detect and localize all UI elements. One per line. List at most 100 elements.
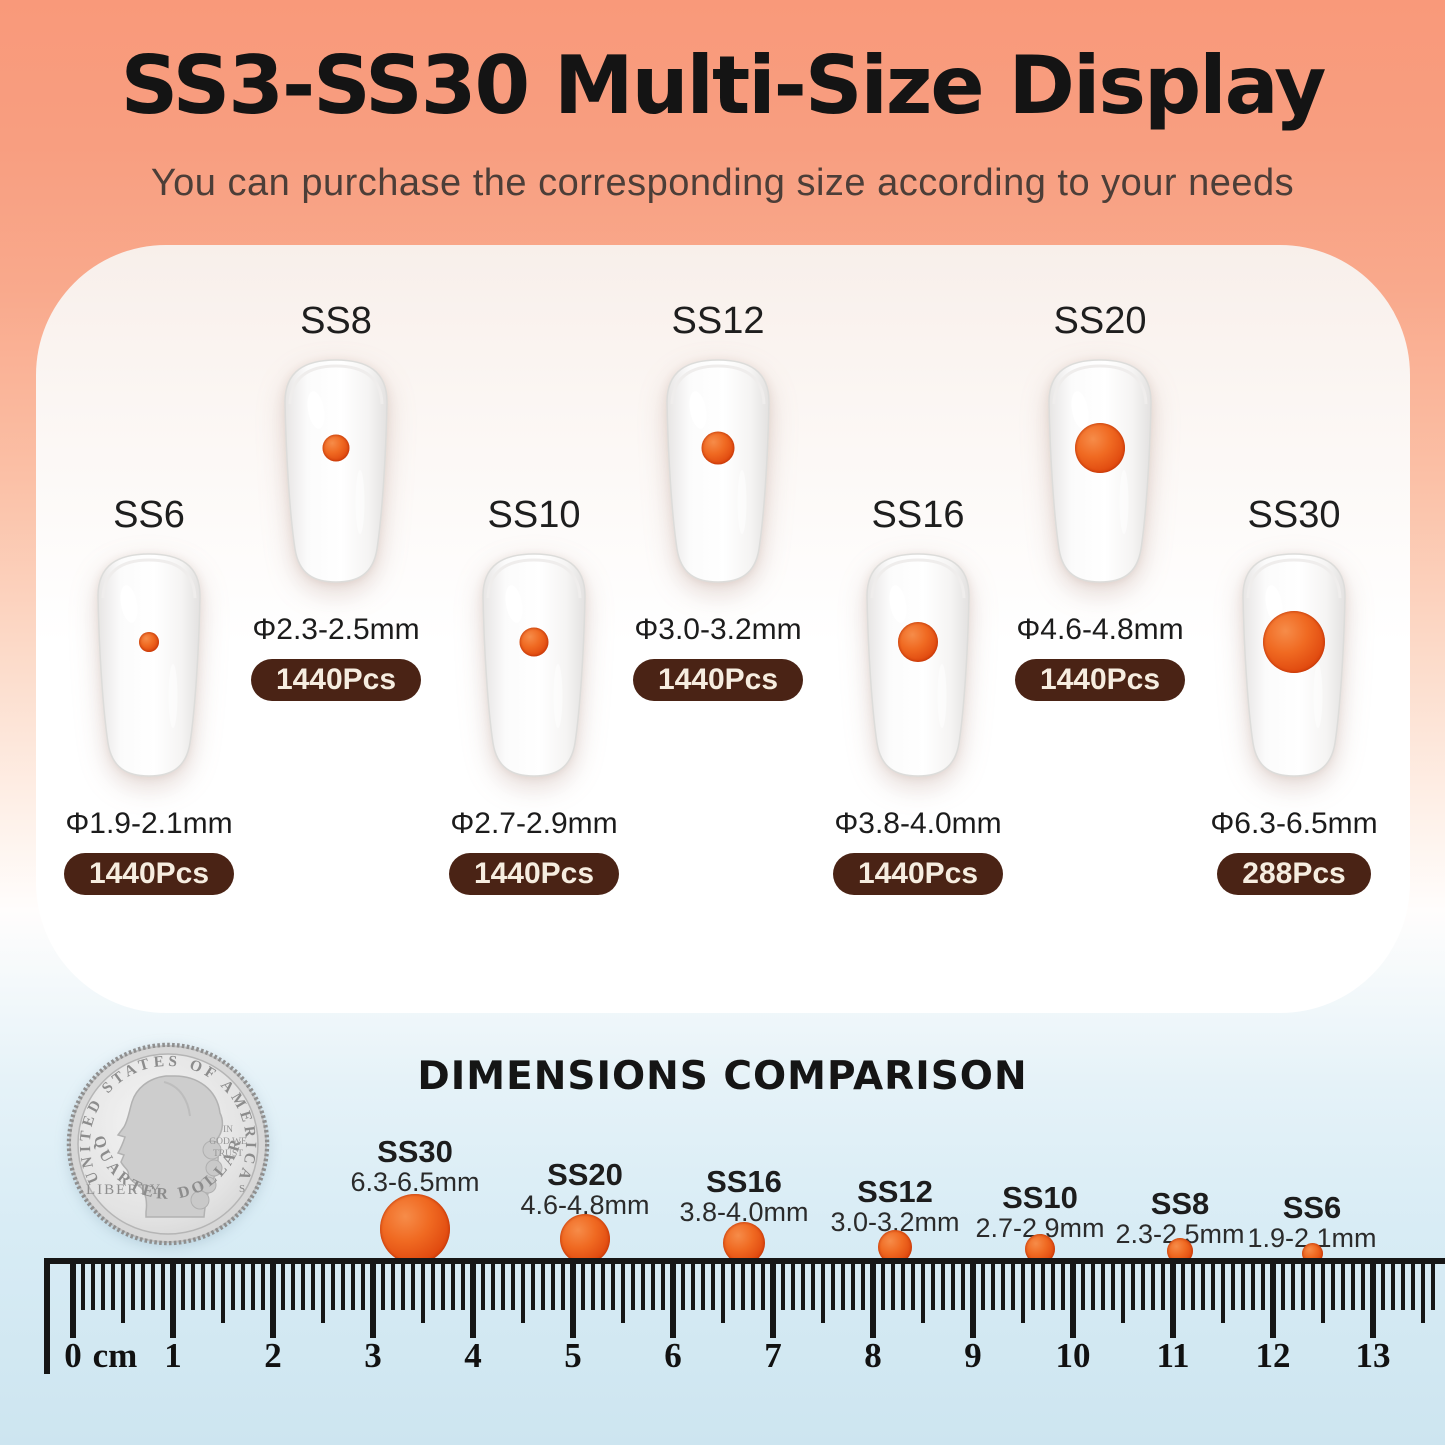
ruler-tick — [1251, 1264, 1255, 1310]
ruler-number: 7 — [764, 1336, 782, 1375]
dot-size-name: SS16 — [706, 1164, 782, 1199]
ruler-tick — [101, 1264, 105, 1310]
rhinestone-dot-ss30 — [380, 1194, 450, 1264]
pcs-badge: 1440Pcs — [448, 853, 620, 895]
nail-tip-image — [1040, 352, 1160, 587]
pcs-badge: 1440Pcs — [63, 853, 235, 895]
ruler-tick — [901, 1264, 905, 1310]
ruler-tick — [361, 1264, 365, 1310]
ruler-tick — [411, 1264, 415, 1310]
ruler-tick — [701, 1264, 705, 1310]
nail-tip-image — [1234, 546, 1354, 781]
ruler-tick — [1241, 1264, 1245, 1310]
ruler-unit-label: cm — [92, 1336, 138, 1375]
ruler-tick — [241, 1264, 245, 1310]
dot-size-name: SS8 — [1150, 1186, 1210, 1221]
pcs-badge: 1440Pcs — [1014, 659, 1186, 701]
size-label: SS10 — [487, 494, 581, 536]
ruler-tick — [691, 1264, 695, 1310]
ruler-number: 6 — [664, 1336, 682, 1375]
ruler-tick — [221, 1264, 225, 1323]
ruler-tick — [721, 1264, 725, 1323]
coin-motto-line: TRUST — [213, 1149, 243, 1159]
dot-label-ss20: SS20 4.6-4.8mm — [485, 1159, 685, 1220]
ruler-tick — [1170, 1264, 1176, 1338]
diameter-text: Φ3.0-3.2mm — [634, 613, 802, 646]
ruler-tick — [261, 1264, 265, 1310]
size-label: SS12 — [671, 300, 765, 342]
ruler-tick — [1311, 1264, 1315, 1310]
ruler-tick — [401, 1264, 405, 1310]
rhinestone-dot-ss20 — [560, 1214, 610, 1264]
nail-tip-image — [658, 352, 778, 587]
size-label: SS20 — [1053, 300, 1147, 342]
dot-size-range: 3.8-4.0mm — [679, 1197, 809, 1227]
size-card-ss20: SS20 Φ4.6-4.8mm 1440Pcs — [965, 298, 1235, 701]
ruler-tick — [851, 1264, 855, 1310]
ruler-tick — [301, 1264, 305, 1310]
ruler-tick — [1070, 1264, 1076, 1338]
ruler-tick — [1381, 1264, 1385, 1310]
size-card-ss6: SS6 Φ1.9-2.1mm 1440Pcs — [14, 492, 284, 895]
ruler-tick — [211, 1264, 215, 1310]
ruler-tick — [1091, 1264, 1095, 1310]
diameter-text: Φ1.9-2.1mm — [65, 807, 233, 840]
ruler-tick — [791, 1264, 795, 1310]
ruler-tick — [1161, 1264, 1165, 1310]
rhinestone-dot-ss16 — [723, 1222, 765, 1264]
ruler-number: 2 — [264, 1336, 282, 1375]
ruler-tick — [1181, 1264, 1185, 1310]
ruler-tick — [1211, 1264, 1215, 1310]
ruler-top-edge — [44, 1258, 1445, 1264]
ruler-tick — [981, 1264, 985, 1310]
ruler-tick — [670, 1264, 676, 1338]
ruler-tick — [1021, 1264, 1025, 1323]
ruler-tick — [421, 1264, 425, 1323]
ruler-tick — [370, 1264, 376, 1338]
dot-label-ss16: SS16 3.8-4.0mm — [644, 1166, 844, 1227]
ruler-number: 0 — [64, 1336, 82, 1375]
ruler-tick — [921, 1264, 925, 1323]
ruler-tick — [470, 1264, 476, 1338]
ruler-tick — [170, 1264, 176, 1338]
ruler-tick — [1051, 1264, 1055, 1310]
ruler-tick — [1321, 1264, 1325, 1323]
ruler-tick — [1061, 1264, 1065, 1310]
ruler-tick — [1291, 1264, 1295, 1310]
ruler-tick — [861, 1264, 865, 1310]
ruler-tick — [351, 1264, 355, 1310]
ruler-tick — [1421, 1264, 1425, 1323]
ruler-tick — [1341, 1264, 1345, 1310]
ruler-tick — [561, 1264, 565, 1310]
coin-motto-line: IN — [223, 1125, 233, 1135]
ruler-tick — [781, 1264, 785, 1310]
nail-tip-image — [474, 546, 594, 781]
dot-label-ss12: SS12 3.0-3.2mm — [795, 1176, 995, 1237]
ruler-number: 5 — [564, 1336, 582, 1375]
ruler-tick — [1261, 1264, 1265, 1310]
ruler-tick — [1331, 1264, 1335, 1310]
ruler-tick — [111, 1264, 115, 1310]
ruler-tick — [511, 1264, 515, 1310]
ruler-number: 1 — [164, 1336, 182, 1375]
ruler-tick — [201, 1264, 205, 1310]
rhinestone-gem — [1075, 423, 1125, 473]
dot-size-name: SS20 — [547, 1157, 623, 1192]
ruler-number: 10 — [1055, 1336, 1091, 1375]
rhinestone-gem — [139, 632, 159, 652]
diameter-text: Φ6.3-6.5mm — [1210, 807, 1378, 840]
ruler-tick — [291, 1264, 295, 1310]
ruler-tick — [611, 1264, 615, 1310]
size-card-ss12: SS12 Φ3.0-3.2mm 1440Pcs — [583, 298, 853, 701]
page-subtitle: You can purchase the corresponding size … — [150, 162, 1295, 204]
ruler-tick — [761, 1264, 765, 1310]
ruler-tick — [451, 1264, 455, 1310]
diameter-text: Φ2.7-2.9mm — [450, 807, 618, 840]
ruler-number: 4 — [464, 1336, 482, 1375]
ruler-tick — [181, 1264, 185, 1310]
coin-motto-line: GOD WE — [209, 1137, 247, 1147]
ruler-tick — [991, 1264, 995, 1310]
ruler-tick — [1401, 1264, 1405, 1310]
washington-profile — [116, 1075, 224, 1218]
